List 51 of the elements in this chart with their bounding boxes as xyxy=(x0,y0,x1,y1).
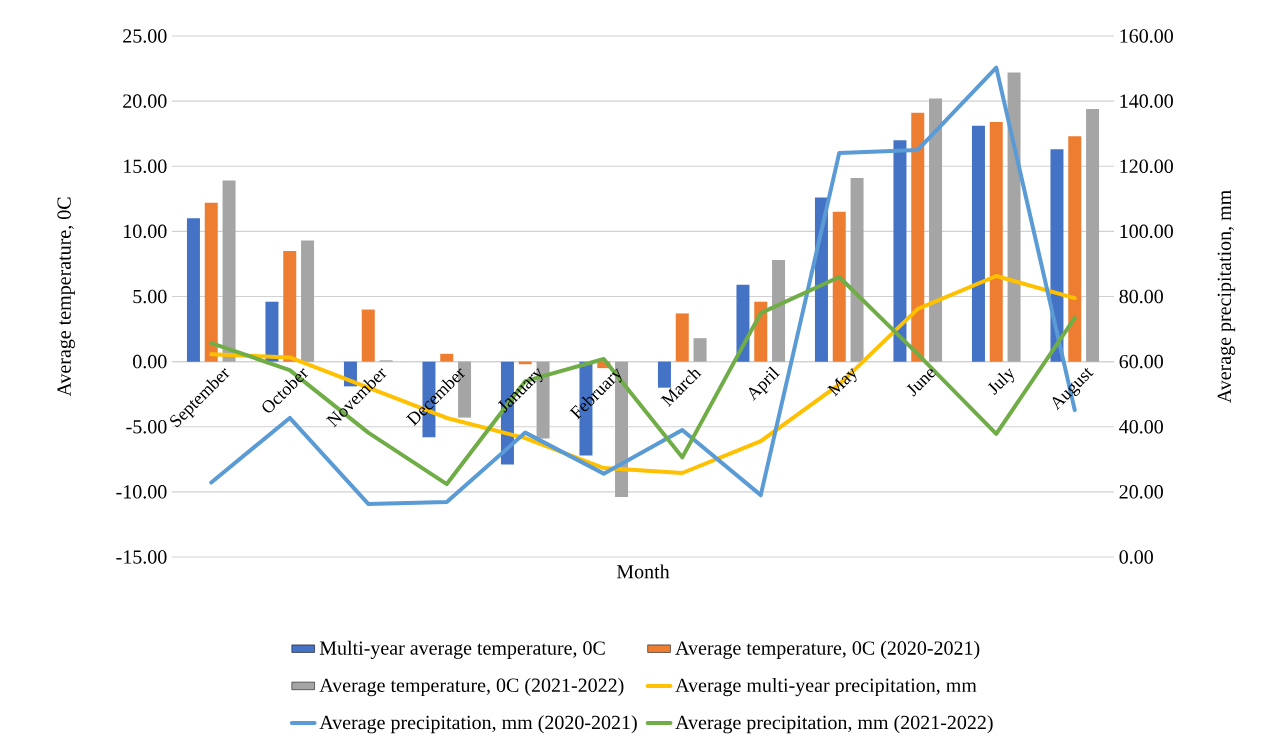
y2-tick-label: 20.00 xyxy=(1119,485,1163,499)
y2-tick-label: 100.00 xyxy=(1120,224,1173,239)
y-tick-label: -15.00 xyxy=(116,550,167,564)
y2-tick-label: 140.00 xyxy=(1120,94,1173,108)
y2-tick-label: 160.00 xyxy=(1120,29,1173,43)
bar xyxy=(929,98,943,362)
y2-tick-label: 80.00 xyxy=(1119,289,1163,304)
legend-label: Average precipitation, mm (2020-2021) xyxy=(319,715,637,734)
bar xyxy=(693,338,707,362)
y-tick-label: 15.00 xyxy=(124,159,167,174)
x-tick-label: July xyxy=(987,368,1015,395)
bar xyxy=(361,309,375,362)
bar xyxy=(204,202,218,362)
bar xyxy=(186,218,200,362)
y2-tick-label: 40.00 xyxy=(1119,419,1163,434)
legend-label: Average precipitation, mm (2021-2022) xyxy=(675,715,993,734)
bar xyxy=(1007,72,1021,362)
bar xyxy=(1086,108,1100,362)
y-tick-label: 20.00 xyxy=(123,94,167,108)
bar xyxy=(301,240,315,362)
bar xyxy=(971,125,985,362)
bar xyxy=(911,112,925,362)
y-tick-label: 5.00 xyxy=(133,289,167,304)
y-tick-label: -5.00 xyxy=(126,419,167,434)
y-tick-label: -10.00 xyxy=(116,485,167,499)
bar xyxy=(893,140,907,362)
bar xyxy=(265,301,279,362)
bar xyxy=(675,313,689,362)
bar xyxy=(850,177,864,362)
y-tick-label: 25.00 xyxy=(123,29,167,43)
y2-tick-label: 60.00 xyxy=(1119,354,1163,369)
y-axis-title: Average temperature, 0C xyxy=(57,197,75,397)
y-tick-label: 0.00 xyxy=(133,354,167,369)
legend-label: Average multi-year precipitation, mm xyxy=(675,677,977,697)
x-axis-title: Month xyxy=(616,564,670,579)
y-tick-label: 10.00 xyxy=(124,224,167,239)
y2-tick-label: 120.00 xyxy=(1120,159,1173,174)
bar xyxy=(989,121,1003,362)
y2-tick-label: 0.00 xyxy=(1119,550,1153,564)
bar xyxy=(283,250,297,362)
legend-label: Average temperature, 0C (2020-2021) xyxy=(675,640,980,659)
bar xyxy=(222,180,236,362)
legend-label: Average temperature, 0C (2021-2022) xyxy=(319,677,624,697)
bar xyxy=(1068,136,1082,362)
x-tick-label: June xyxy=(906,369,936,397)
x-tick-label: May xyxy=(826,367,857,397)
legend-label: Multi-year average temperature, 0C xyxy=(319,640,605,659)
bar xyxy=(772,260,786,362)
y2-axis-title: Average precipitation, mm xyxy=(1217,190,1236,404)
bar xyxy=(440,353,454,362)
bar xyxy=(832,211,846,362)
